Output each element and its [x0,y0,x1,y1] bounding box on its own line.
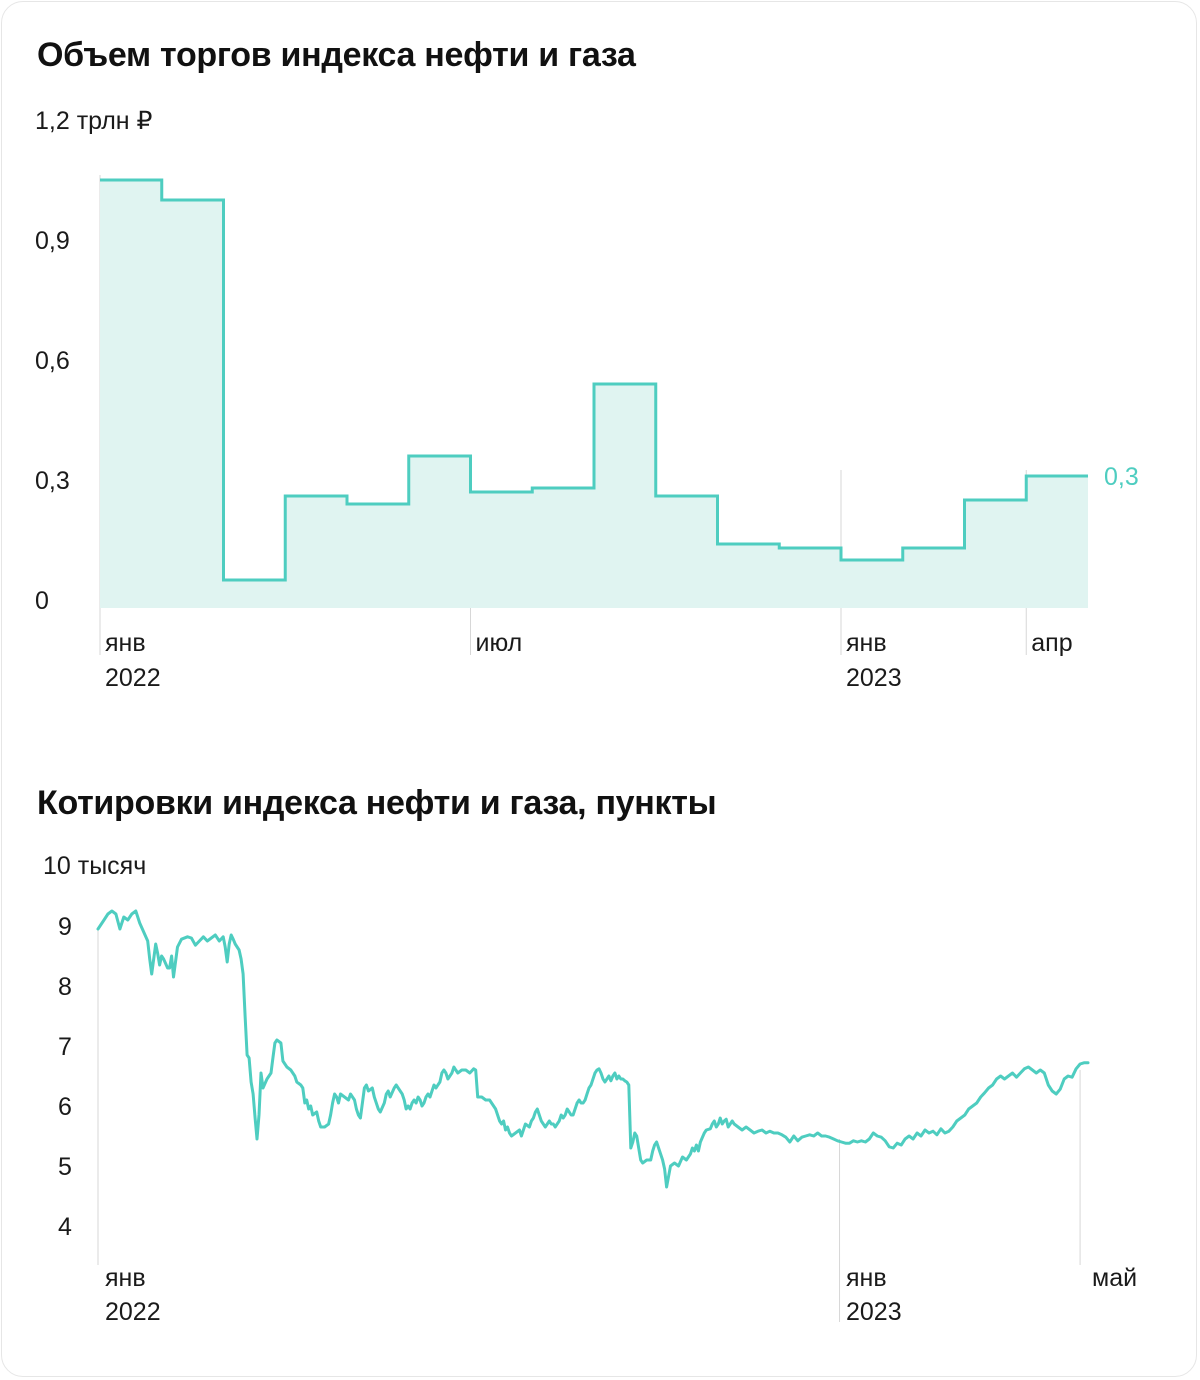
x-tick-label: апр [1031,629,1072,657]
y-tick-label: 0,9 [35,227,70,255]
volume-bar [285,496,347,608]
last-value-label: 0,3 [1104,463,1139,491]
volume-bar [656,496,718,608]
x-tick-sublabel: 2022 [105,664,161,692]
volume-bar [347,504,409,608]
volume-bar [224,580,286,608]
volume-bar [594,384,656,608]
quotes-chart-title: Котировки индекса нефти и газа, пункты [37,784,717,822]
volume-bar [1026,476,1088,608]
volume-bar [471,492,533,608]
y-unit-label: 1,2 трлн ₽ [35,107,153,135]
volume-bar [409,456,471,608]
x-tick-label: июл [476,629,523,657]
volume-bar [903,548,965,608]
volume-bar [841,560,903,608]
volume-chart-title: Объем торгов индекса нефти и газа [37,36,636,74]
y-tick-label: 0,6 [35,347,70,375]
volume-bar [100,180,162,608]
volume-bar [718,544,780,608]
y-tick-label: 0 [35,587,49,615]
volume-chart: 0 0,3 0,6 0,9 1,2 трлн ₽ 0,3 янв 2022 июл янв 2023… [35,107,1139,692]
y-tick-label: 0,3 [35,467,70,495]
volume-bar [965,500,1027,608]
x-tick-label: янв [105,629,146,657]
volume-bar [779,548,841,608]
volume-bar [162,200,224,608]
x-tick-label: янв [846,629,887,657]
volume-step-line [100,178,1088,582]
x-tick-sublabel: 2023 [846,664,902,692]
volume-bar [532,488,594,608]
